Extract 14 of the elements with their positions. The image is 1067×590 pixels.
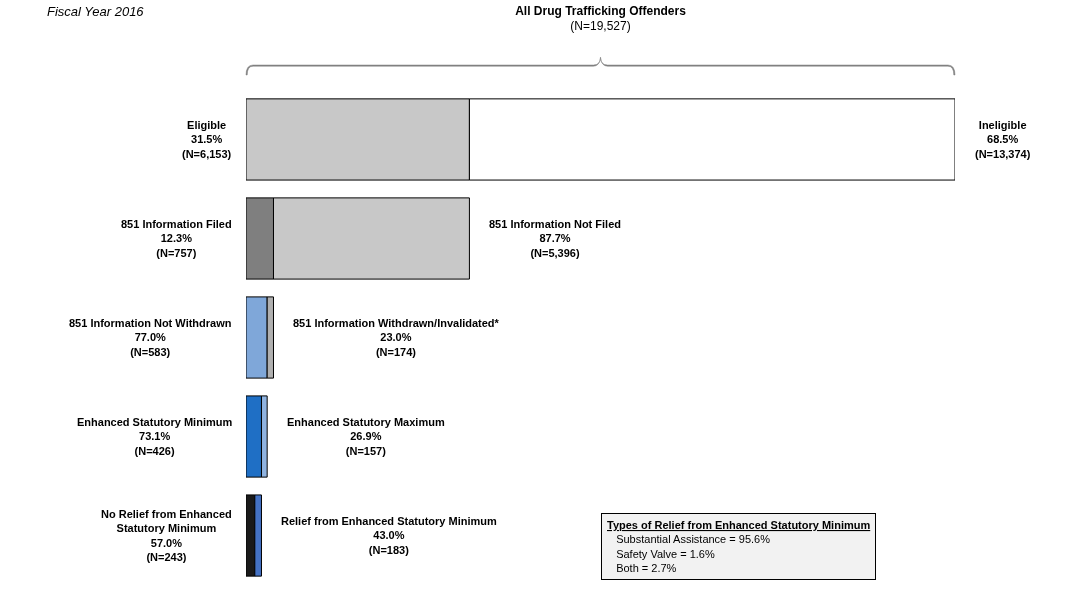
- data-label: No Relief from Enhanced Statutory Minimum 57.0% (N=243): [101, 508, 232, 563]
- text: Fiscal Year 2016: [47, 4, 145, 19]
- data-label: Ineligible 68.5% (N=13,374): [975, 119, 1031, 160]
- data-label: 851 Information Filed 12.3% (N=757): [121, 218, 232, 259]
- chart-subtitle: (N=19,527): [570, 19, 631, 34]
- data-label: 851 Information Not Filed 87.7% (N=5,396): [489, 218, 622, 259]
- data-label: 851 Information Not Withdrawn 77.0% (N=583): [69, 317, 232, 358]
- annotation: Types of Relief from Enhanced Statutory Minimum Substantial Assistance = 95.6% Safety Valve = 1.6% Both = 2.7%: [607, 519, 871, 574]
- data-label: Eligible 31.5% (N=6,153): [182, 119, 232, 160]
- data-label: 851 Information Withdrawn/Invalidated* 23.0% (N=174): [293, 317, 500, 358]
- data-label: Enhanced Statutory Minimum 73.1% (N=426): [77, 416, 233, 457]
- data-label: Enhanced Statutory Maximum 26.9% (N=157): [287, 416, 445, 457]
- data-label: Relief from Enhanced Statutory Minimum 43.0% (N=183): [281, 515, 497, 556]
- chart-title: All Drug Trafficking Offenders: [515, 3, 687, 18]
